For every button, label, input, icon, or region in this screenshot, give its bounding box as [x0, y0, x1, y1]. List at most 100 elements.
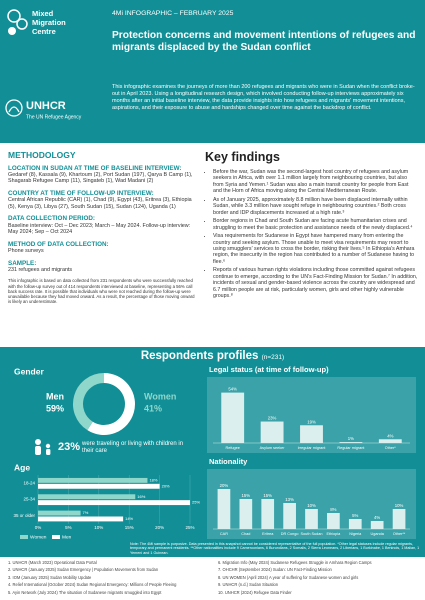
value-label: 5% — [352, 513, 358, 518]
bar — [38, 510, 81, 516]
bar — [327, 513, 340, 529]
bar — [261, 499, 275, 529]
chart-title: Legal status (at time of follow-up) — [209, 365, 329, 374]
y-tick-label: 25-34 — [23, 497, 35, 502]
footnote: 6. Migration Info (May 2024) Sudanese Re… — [218, 560, 372, 565]
bar — [392, 509, 406, 529]
x-tick-label: Other** — [393, 532, 406, 536]
legend-label: Men — [62, 534, 72, 540]
finding: Reports of various human rights violatio… — [213, 267, 418, 299]
logo-circle — [8, 27, 16, 35]
method-item: SAMPLE: 231 refugees and migrants — [8, 260, 196, 274]
children-text: were traveling or living with children i… — [82, 441, 184, 454]
x-tick-label: Regular migrant — [337, 446, 365, 450]
value-label: 10% — [307, 503, 316, 508]
x-tick-label: Chad — [241, 532, 250, 536]
x-tick-label: 0% — [35, 525, 42, 530]
value-label: 7% — [83, 510, 89, 515]
method-heading: DATA COLLECTION PERIOD: — [8, 215, 95, 223]
x-tick-label: Refugee — [226, 446, 240, 450]
mmc-logo: Mixed Migration Centre — [7, 9, 66, 36]
gender-value: 41% — [144, 403, 162, 413]
bar — [370, 521, 384, 529]
method-heading: LOCATION IN SUDAN AT TIME OF BASELINE IN… — [8, 164, 182, 172]
gender-chart: 23% Gender Men 59% Women 41% — [14, 366, 176, 455]
value-label: 4% — [374, 515, 380, 520]
method-text: Central African Republic (CAR) (1), Chad… — [8, 197, 192, 210]
chart-title: Gender — [14, 366, 44, 376]
logo-circle — [7, 9, 21, 23]
x-tick-label: CAR — [220, 532, 228, 536]
bar — [38, 494, 136, 500]
icon-head — [35, 439, 41, 445]
method-note: This infographic is based on data collec… — [8, 278, 195, 305]
bar — [38, 516, 124, 522]
x-tick-label: 15% — [125, 525, 134, 530]
method-text: Phone surveys — [8, 247, 44, 254]
x-tick-label: 25% — [185, 525, 194, 530]
value-label: 54% — [228, 387, 237, 392]
value-label: 25% — [192, 500, 200, 505]
section-title: Key findings — [205, 150, 281, 164]
unhcr-logo: UNHCR The UN Refugee Agency — [5, 99, 82, 120]
footnotes: 1. UNHCR (March 2023) Operational Data P… — [8, 560, 418, 598]
method-heading: SAMPLE: — [8, 259, 37, 267]
icon-body — [46, 449, 51, 455]
title: Protection concerns and movement intenti… — [112, 30, 416, 53]
finding: Visa requirements for Sudanese in Egypt … — [213, 233, 418, 265]
methodology: METHODOLOGY LOCATION IN SUDAN AT TIME OF… — [8, 151, 196, 305]
method-text: Gedaref (8), Kassala (9), Khartoum (2), … — [8, 171, 193, 185]
value-label: 18% — [149, 477, 157, 482]
x-tick-label: Nigeria — [349, 532, 362, 536]
value-label: 20% — [162, 483, 170, 488]
logo-text: UNHCR — [26, 100, 66, 112]
donut-segment — [73, 373, 105, 431]
footnote: 10. UNHCR (2024) Refugee Data Finder — [218, 589, 292, 595]
value-label: 20% — [220, 483, 229, 488]
footnote: 7. OHCHR (September 2024) Sudan: UN Fact… — [218, 567, 332, 573]
logo-text: Mixed — [32, 9, 54, 18]
key-findings: Key findings Before the war, Sudan was t… — [205, 150, 418, 302]
footnote: 5. Ayin Network (July 2024) The situatio… — [8, 589, 162, 595]
gender-label: Women — [144, 391, 176, 401]
y-tick-label: 35 or older — [13, 513, 35, 518]
bar — [300, 425, 323, 443]
legend-swatch — [52, 535, 60, 539]
gender-label: Men — [46, 391, 64, 401]
chart-title: Nationality — [209, 457, 248, 466]
value-label: 19% — [307, 419, 316, 424]
value-label: 14% — [125, 516, 133, 521]
x-tick-label: Ethiopia — [327, 532, 342, 536]
bar — [221, 392, 245, 443]
method-heading: COUNTRY AT TIME OF FOLLOW-UP INTERVIEW: — [8, 189, 154, 197]
icon-head — [45, 443, 51, 449]
value-label: 4% — [387, 433, 393, 438]
bar — [339, 442, 363, 443]
bar — [283, 503, 296, 529]
finding: Border regions in Chad and South Sudan a… — [213, 218, 418, 231]
age-chart: Age 0% 5% 10% 15% 20% 25% 18-24 18% 20% 25-34 16% 25… — [13, 462, 200, 540]
kicker: 4Mi INFOGRAPHIC – FEBRUARY 2025 — [112, 10, 234, 17]
logo-text: Centre — [32, 27, 56, 36]
profiles-n: (n=231) — [261, 354, 285, 361]
children-pct: 23% — [58, 441, 80, 453]
x-tick-label: 10% — [94, 525, 103, 530]
bar — [239, 499, 253, 529]
value-label: 10% — [395, 503, 404, 508]
value-label: 1% — [348, 436, 354, 441]
bar — [217, 489, 231, 529]
method-item: LOCATION IN SUDAN AT TIME OF BASELINE IN… — [8, 165, 196, 185]
finding-list: Before the war, Sudan was the second-lar… — [205, 169, 418, 299]
logo-icon — [8, 106, 20, 113]
children-icon — [35, 439, 51, 455]
footnote: 9. UNHCR (n.d.) Sudan Situation — [218, 582, 279, 588]
footnote: 8. UN WOMEN (April 2024) A year of suffe… — [218, 574, 359, 580]
bar — [38, 483, 160, 489]
intro: This infographic examines the journeys o… — [112, 84, 415, 111]
profiles-note: Note: The 4Mi sample is purposive. Data … — [130, 542, 420, 555]
bar — [305, 509, 318, 529]
icon-body — [35, 446, 41, 455]
bar — [378, 439, 402, 443]
x-tick-label: 5% — [65, 525, 72, 530]
y-tick-label: 18-24 — [23, 480, 35, 485]
